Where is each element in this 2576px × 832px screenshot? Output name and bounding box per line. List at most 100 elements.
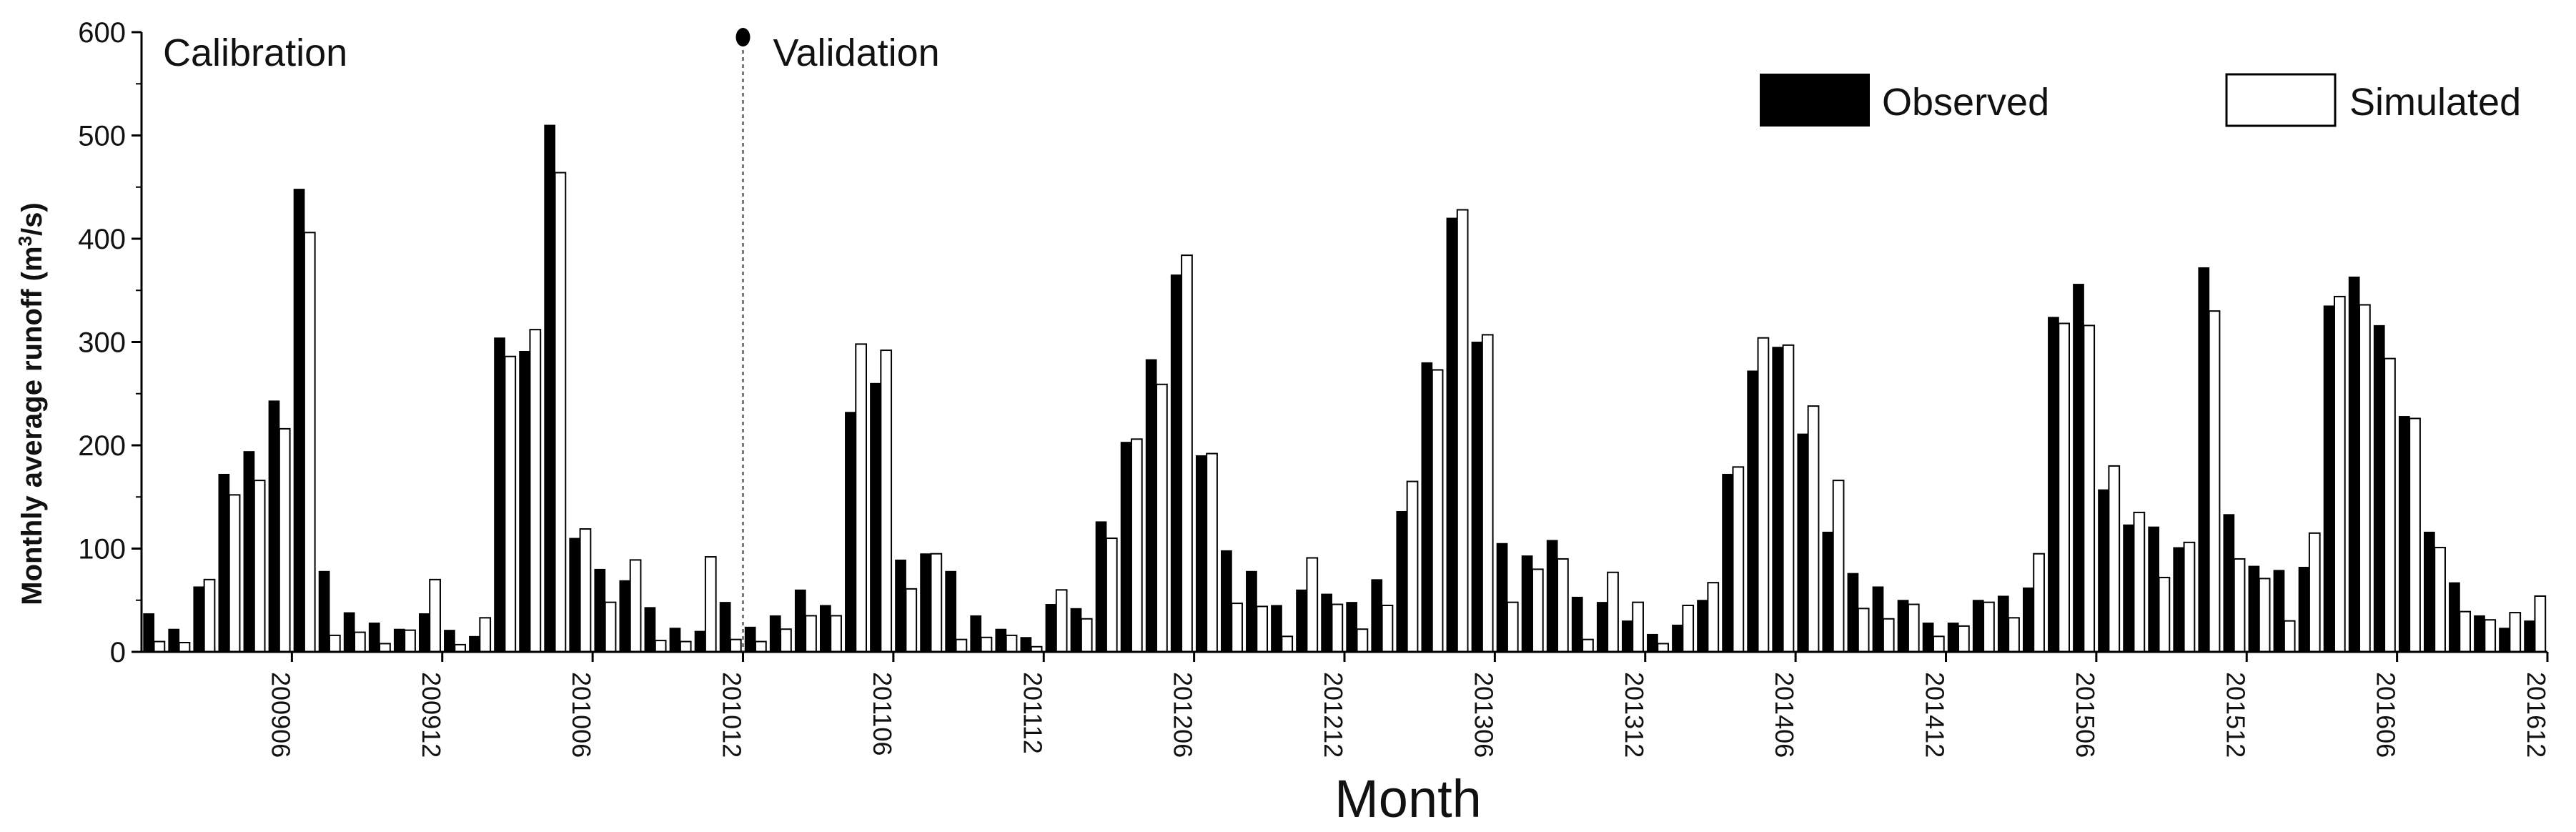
bar-observed-201512	[2223, 514, 2235, 653]
bar-observed-201605	[2348, 276, 2360, 653]
calibration-label: Calibration	[163, 31, 347, 74]
bar-observed-201101	[744, 626, 756, 653]
bar-simulated-201307	[1506, 601, 1519, 653]
bar-simulated-201410	[1882, 618, 1895, 653]
bar-observed-201501	[1947, 623, 1959, 653]
bar-observed-200908	[318, 570, 330, 653]
bar-simulated-201201	[1055, 589, 1068, 653]
x-tick-label-201312: 201312	[1620, 672, 1649, 758]
bar-simulated-201407	[1807, 405, 1820, 653]
y-tick-label-500: 500	[78, 121, 126, 152]
bar-observed-201611	[2499, 628, 2510, 653]
bar-simulated-201007	[604, 601, 617, 653]
bar-simulated-201504	[2033, 553, 2045, 653]
bar-simulated-201501	[1958, 625, 1970, 653]
legend: Observed Simulated	[1760, 73, 2521, 127]
bar-simulated-201404	[1732, 466, 1745, 653]
bar-observed-200909	[343, 612, 355, 653]
bar-simulated-201311	[1607, 571, 1619, 653]
bar-simulated-201107	[905, 588, 918, 653]
bar-simulated-201507	[2108, 465, 2121, 653]
x-tick-label-201606: 201606	[2372, 672, 2401, 758]
legend-swatch-simulated	[2225, 73, 2337, 127]
bar-simulated-200906	[278, 427, 291, 653]
bar-observed-201205	[1145, 359, 1157, 653]
bar-simulated-201303	[1406, 480, 1419, 653]
bar-observed-201506	[2073, 284, 2084, 653]
bar-observed-201203	[1095, 521, 1107, 653]
bar-observed-201108	[920, 553, 931, 653]
bars-layer	[143, 124, 2547, 653]
bar-observed-201410	[1872, 586, 1884, 653]
bar-simulated-201304	[1431, 369, 1444, 653]
bar-simulated-200911	[404, 629, 416, 653]
bar-simulated-201406	[1782, 344, 1795, 653]
bar-observed-201208	[1220, 550, 1232, 653]
bar-observed-201503	[1997, 595, 2009, 653]
bar-simulated-201111	[1005, 634, 1018, 653]
bar-simulated-201210	[1281, 635, 1294, 653]
bar-simulated-200908	[328, 634, 341, 653]
bar-simulated-201611	[2509, 612, 2522, 653]
bar-observed-201201	[1045, 604, 1057, 653]
bar-observed-201604	[2323, 305, 2335, 653]
bar-observed-201104	[819, 605, 831, 653]
bar-observed-201112	[1020, 637, 1032, 653]
bar-simulated-201509	[2158, 576, 2171, 653]
bar-simulated-201212	[1331, 603, 1344, 653]
bar-observed-201304	[1421, 362, 1433, 653]
bar-observed-201105	[845, 412, 856, 653]
bar-observed-201111	[995, 628, 1007, 653]
bar-observed-201608	[2423, 531, 2435, 653]
bar-simulated-201312	[1632, 601, 1644, 653]
bar-observed-201211	[1296, 589, 1307, 653]
bar-simulated-201604	[2333, 295, 2346, 653]
y-tick-label-100: 100	[78, 534, 126, 565]
x-tick-label-201406: 201406	[1770, 672, 1799, 758]
bar-simulated-201010	[679, 640, 692, 653]
bar-simulated-200910	[379, 643, 391, 653]
bar-observed-201206	[1170, 274, 1182, 653]
bar-simulated-201006	[579, 528, 592, 653]
bar-observed-201404	[1722, 473, 1733, 653]
bar-simulated-200901	[153, 640, 166, 653]
y-tick-label-200: 200	[78, 430, 126, 462]
divider-marker	[735, 28, 750, 46]
bar-observed-201408	[1822, 531, 1834, 653]
bar-simulated-201106	[880, 350, 893, 653]
bar-observed-201406	[1772, 347, 1784, 653]
bar-simulated-201402	[1682, 604, 1695, 653]
bar-observed-201312	[1621, 620, 1633, 653]
bar-simulated-201012	[729, 638, 742, 653]
bar-observed-201010	[669, 628, 681, 653]
bar-simulated-200904	[228, 494, 241, 653]
bar-observed-200903	[193, 586, 205, 653]
bar-observed-201612	[2524, 620, 2535, 653]
bar-observed-201412	[1922, 623, 1934, 653]
bar-observed-201606	[2373, 325, 2385, 653]
bar-observed-201212	[1321, 593, 1332, 653]
x-tick-label-201306: 201306	[1469, 672, 1498, 758]
bar-simulated-200902	[178, 641, 191, 653]
bar-observed-201107	[895, 559, 906, 653]
bar-simulated-201605	[2359, 304, 2371, 653]
bar-observed-200905	[243, 451, 255, 653]
bar-simulated-201306	[1481, 334, 1494, 653]
bar-simulated-201105	[855, 343, 868, 653]
bar-observed-201102	[769, 615, 781, 653]
bar-simulated-201610	[2484, 619, 2497, 653]
legend-swatch-observed	[1760, 74, 1870, 127]
bar-simulated-201401	[1657, 643, 1670, 653]
bar-simulated-201412	[1932, 635, 1945, 653]
bar-simulated-201002	[479, 617, 492, 653]
bar-observed-201308	[1521, 555, 1533, 653]
bar-observed-200911	[393, 628, 405, 653]
legend-label-simulated: Simulated	[2349, 81, 2521, 124]
bar-simulated-201102	[780, 628, 792, 653]
x-axis-label: Month	[1334, 769, 1482, 828]
bar-simulated-201302	[1381, 604, 1394, 653]
bar-simulated-201305	[1456, 209, 1469, 653]
bar-simulated-201001	[454, 643, 467, 653]
y-tick-label-0: 0	[110, 637, 126, 668]
bar-observed-201210	[1271, 605, 1282, 653]
